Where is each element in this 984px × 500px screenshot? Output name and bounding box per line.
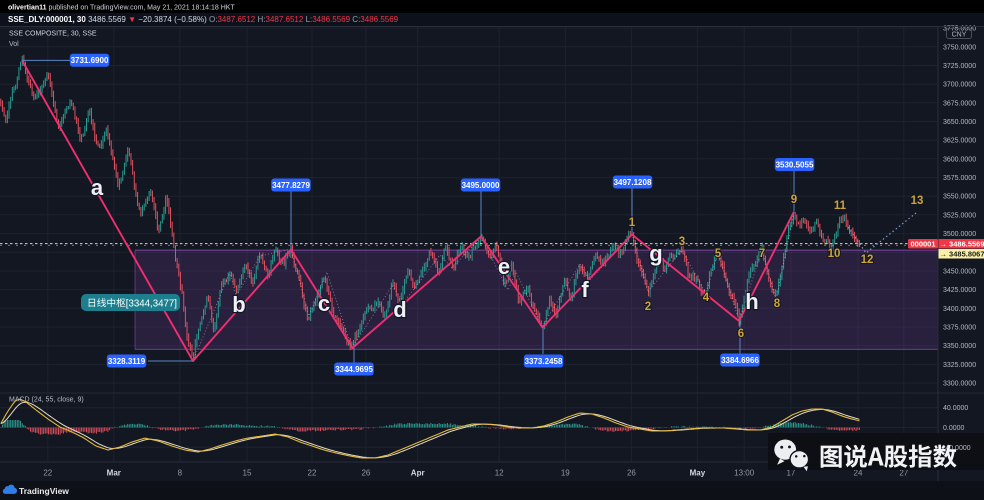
svg-text:12: 12 — [495, 469, 504, 478]
svg-text:3325.0000: 3325.0000 — [943, 362, 976, 369]
svg-text:17: 17 — [786, 469, 795, 478]
svg-text:0.0000: 0.0000 — [943, 425, 965, 432]
svg-text:3375.0000: 3375.0000 — [943, 325, 976, 332]
svg-text:1: 1 — [629, 217, 636, 229]
svg-text:3775.0000: 3775.0000 — [943, 26, 976, 33]
svg-text:b: b — [232, 292, 245, 317]
svg-text:3344.9695: 3344.9695 — [335, 365, 373, 374]
svg-text:9: 9 — [791, 194, 797, 206]
svg-text:3725.0000: 3725.0000 — [943, 63, 976, 70]
svg-text:27: 27 — [899, 469, 908, 478]
svg-text:000001: 000001 — [910, 239, 935, 248]
svg-text:15: 15 — [243, 469, 252, 478]
svg-text:12: 12 — [861, 254, 874, 266]
svg-text:f: f — [581, 277, 589, 302]
svg-text:11: 11 — [834, 200, 847, 212]
svg-text:MACD (24, 55, close, 9): MACD (24, 55, close, 9) — [9, 397, 84, 404]
svg-text:8: 8 — [774, 298, 781, 310]
svg-text:4: 4 — [703, 292, 710, 304]
svg-text:-40.0000: -40.0000 — [943, 445, 971, 452]
svg-text:3328.3119: 3328.3119 — [108, 357, 146, 366]
svg-text:6: 6 — [738, 328, 744, 340]
svg-text:19: 19 — [561, 469, 570, 478]
svg-text:7: 7 — [759, 248, 765, 260]
svg-text:[3344,3477]: [3344,3477] — [126, 298, 177, 309]
svg-text:3750.0000: 3750.0000 — [943, 44, 976, 51]
svg-text:3477.8279: 3477.8279 — [272, 181, 310, 190]
svg-text:→ 3485.8067: → 3485.8067 — [939, 249, 984, 258]
svg-text:24: 24 — [854, 469, 863, 478]
svg-text:40.0000: 40.0000 — [943, 405, 968, 412]
svg-text:3600.0000: 3600.0000 — [943, 156, 976, 163]
svg-text:3: 3 — [679, 236, 685, 248]
svg-text:3373.2458: 3373.2458 — [525, 357, 563, 366]
svg-text:3530.5055: 3530.5055 — [776, 161, 814, 170]
svg-text:TradingView: TradingView — [19, 486, 69, 496]
svg-text:26: 26 — [627, 469, 636, 478]
svg-text:5: 5 — [715, 248, 722, 260]
svg-text:3497.1208: 3497.1208 — [614, 178, 652, 187]
svg-text:8: 8 — [178, 469, 183, 478]
svg-text:3495.0000: 3495.0000 — [462, 181, 500, 190]
svg-text:3450.0000: 3450.0000 — [943, 269, 976, 276]
svg-text:13:00: 13:00 — [734, 469, 755, 478]
svg-text:a: a — [91, 175, 104, 200]
svg-text:c: c — [318, 291, 330, 316]
svg-text:22: 22 — [43, 469, 52, 478]
svg-text:Mar: Mar — [107, 469, 121, 478]
svg-text:3625.0000: 3625.0000 — [943, 138, 976, 145]
svg-text:22: 22 — [308, 469, 317, 478]
svg-text:10: 10 — [828, 248, 841, 260]
svg-text:CNY: CNY — [952, 31, 967, 38]
svg-text:3384.6966: 3384.6966 — [721, 356, 759, 365]
svg-text:olivertian11 published on Trad: olivertian11 published on TradingView.co… — [8, 5, 235, 12]
svg-text:13: 13 — [911, 195, 924, 207]
svg-text:3675.0000: 3675.0000 — [943, 100, 976, 107]
svg-text:2: 2 — [645, 301, 651, 313]
svg-text:3700.0000: 3700.0000 — [943, 82, 976, 89]
svg-text:Vol: Vol — [9, 41, 19, 48]
svg-text:→ 3486.5569: → 3486.5569 — [939, 239, 984, 248]
svg-text:SSE COMPOSITE, 30, SSE: SSE COMPOSITE, 30, SSE — [9, 31, 97, 38]
svg-text:e: e — [498, 254, 510, 279]
svg-text:h: h — [745, 289, 758, 314]
svg-text:3350.0000: 3350.0000 — [943, 343, 976, 350]
svg-text:3425.0000: 3425.0000 — [943, 287, 976, 294]
svg-text:26: 26 — [361, 469, 370, 478]
svg-text:SSE_DLY:000001, 30 3486.5569: SSE_DLY:000001, 30 3486.5569 ▼ −20.3874 … — [8, 15, 399, 24]
svg-text:3525.0000: 3525.0000 — [943, 212, 976, 219]
svg-text:3650.0000: 3650.0000 — [943, 119, 976, 126]
svg-text:3500.0000: 3500.0000 — [943, 231, 976, 238]
svg-text:g: g — [649, 241, 662, 266]
svg-text:3731.6900: 3731.6900 — [71, 56, 109, 65]
svg-text:3575.0000: 3575.0000 — [943, 175, 976, 182]
svg-text:d: d — [393, 297, 406, 322]
svg-text:Apr: Apr — [411, 469, 425, 478]
svg-text:3300.0000: 3300.0000 — [943, 381, 976, 388]
svg-text:May: May — [690, 469, 706, 478]
svg-text:3550.0000: 3550.0000 — [943, 194, 976, 201]
svg-text:3400.0000: 3400.0000 — [943, 306, 976, 313]
